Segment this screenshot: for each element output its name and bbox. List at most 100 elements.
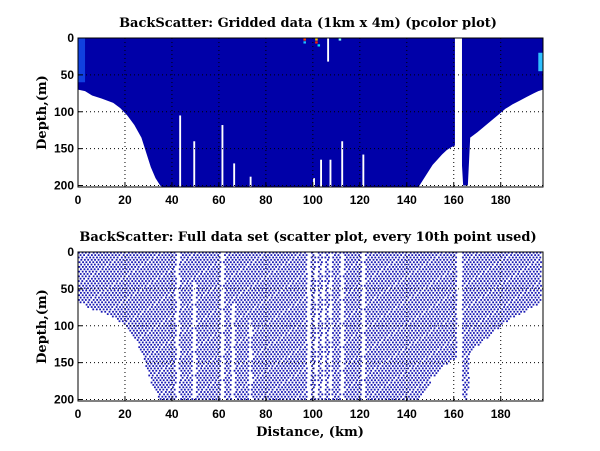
scatter-point (157, 301, 160, 304)
scatter-point (421, 353, 424, 356)
scatter-point (237, 275, 239, 278)
scatter-point (100, 287, 103, 290)
scatter-point (145, 350, 147, 353)
scatter-point (435, 254, 438, 256)
scatter-point (525, 299, 528, 301)
scatter-point (263, 334, 266, 337)
scatter-point (217, 296, 220, 299)
scatter-point (126, 301, 129, 304)
scatter-point (263, 277, 266, 280)
scatter-point (235, 320, 238, 323)
scatter-point (428, 277, 431, 280)
scatter-point (136, 287, 138, 290)
scatter-point (137, 266, 140, 268)
scatter-point (272, 355, 274, 358)
scatter-point (379, 310, 382, 313)
scatter-point (260, 282, 262, 285)
scatter-point (203, 287, 205, 290)
scatter-point (261, 350, 264, 353)
scatter-point (172, 268, 174, 271)
scatter-point (304, 322, 306, 325)
scatter-point (243, 284, 246, 287)
scatter-point (420, 299, 422, 301)
scatter-point (434, 317, 436, 320)
scatter-point (136, 282, 139, 285)
scatter-point (472, 317, 475, 320)
scatter-point (99, 280, 102, 282)
scatter-point (224, 329, 227, 332)
scatter-point (288, 334, 291, 337)
scatter-point (418, 353, 420, 356)
scatter-point (410, 339, 413, 341)
scatter-point (354, 273, 357, 275)
scatter-point (229, 289, 232, 292)
scatter-point (468, 327, 471, 330)
scatter-point (288, 339, 290, 341)
scatter-point (204, 308, 207, 311)
scatter-point (444, 308, 447, 311)
scatter-point (370, 355, 373, 358)
scatter-point (245, 301, 248, 304)
scatter-point (423, 332, 425, 334)
scatter-point (444, 303, 447, 306)
scatter-point (120, 256, 123, 259)
scatter-point (143, 273, 146, 275)
scatter-point (360, 261, 363, 264)
scatter-point (345, 284, 348, 287)
scatter-point (196, 339, 198, 341)
scatter-point (528, 256, 531, 259)
scatter-point (141, 284, 144, 287)
scatter-point (529, 289, 532, 292)
scatter-point (467, 301, 469, 304)
scatter-point (403, 343, 406, 346)
scatter-point (319, 329, 322, 332)
missing-data-gap (362, 154, 365, 187)
scatter-point (189, 296, 191, 299)
scatter-point (138, 299, 141, 301)
scatter-point (126, 306, 128, 308)
scatter-point (295, 258, 298, 261)
scatter-point (513, 301, 516, 304)
scatter-point (283, 258, 286, 261)
scatter-point (175, 277, 177, 280)
scatter-point (268, 289, 271, 292)
scatter-point (286, 270, 289, 273)
scatter-point (252, 254, 255, 256)
scatter-point (428, 291, 431, 294)
scatter-point (393, 258, 395, 261)
scatter-point (335, 280, 338, 282)
scatter-point (208, 294, 211, 297)
scatter-point (489, 268, 491, 271)
scatter-point (208, 275, 211, 278)
scatter-point (194, 280, 197, 282)
scatter-point (114, 254, 117, 256)
scatter-point (244, 341, 247, 344)
scatter-point (284, 301, 286, 304)
scatter-point (379, 277, 382, 280)
scatter-point (229, 275, 232, 278)
scatter-point (198, 322, 201, 325)
scatter-point (446, 306, 449, 308)
scatter-point (161, 282, 164, 285)
scatter-point (224, 348, 226, 351)
scatter-point (108, 301, 110, 304)
scatter-point (134, 299, 137, 301)
scatter-point (397, 291, 399, 294)
scatter-point (502, 296, 505, 299)
scatter-point (191, 350, 194, 353)
scatter-point (258, 284, 261, 287)
scatter-point (229, 336, 232, 339)
scatter-point (253, 287, 255, 290)
scatter-point (368, 315, 371, 318)
scatter-point (483, 336, 485, 339)
scatter-point (520, 301, 523, 304)
scatter-point (249, 291, 252, 294)
scatter-point (244, 322, 246, 325)
scatter-point (248, 277, 251, 280)
scatter-point (393, 310, 396, 313)
scatter-point (228, 306, 230, 308)
scatter-point (92, 284, 95, 287)
high-backscatter-cell (303, 41, 306, 44)
scatter-point (169, 280, 172, 282)
scatter-point (243, 266, 246, 268)
